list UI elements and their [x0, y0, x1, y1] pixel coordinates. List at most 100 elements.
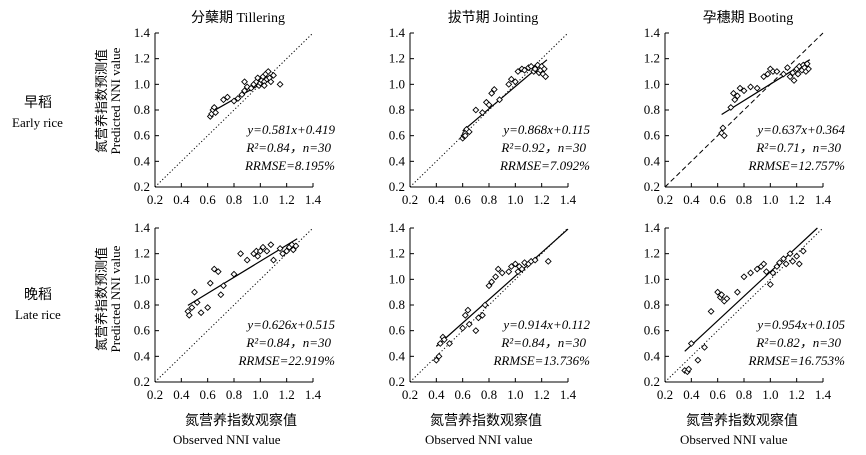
y-tick-label: 0.6 [389, 323, 406, 338]
x-tick-label: 0.2 [402, 192, 418, 207]
rrmse-label: RRMSE=22.919% [237, 353, 335, 368]
data-point [270, 71, 277, 79]
x-tick-label: 0.6 [710, 192, 727, 207]
x-tick-label: 1.4 [305, 192, 322, 207]
y-tick-label: 0.6 [644, 128, 661, 143]
data-point [507, 263, 515, 270]
data-point [247, 84, 255, 92]
x-tick-label: 0.4 [683, 192, 700, 207]
data-point [720, 132, 728, 140]
rrmse-label: RRMSE=12.757% [747, 158, 845, 173]
y-tick-label: 0.8 [389, 297, 405, 312]
rrmse-label: RRMSE=13.736% [492, 353, 590, 368]
x-tick-label: 1.2 [789, 192, 805, 207]
data-point [701, 343, 708, 351]
data-point [773, 68, 781, 75]
panel-tillering-late: 0.20.2 0.4 0.4 0.6 0.6 0.8 0.8 1.0 1.0 1.2 1.2 1.4 1… [134, 220, 336, 402]
x-tick-label: 1.2 [789, 387, 805, 402]
data-point [436, 340, 444, 347]
data-point [694, 356, 702, 364]
x-tick-label: 0.4 [428, 387, 445, 402]
data-point [267, 241, 275, 249]
data-point [256, 247, 264, 255]
data-point [191, 288, 198, 296]
xlabel-en-col2: Observed NNI value [425, 432, 533, 447]
y-tick-label: 0.4 [644, 348, 661, 363]
rrmse-label: RRMSE=7.092% [499, 158, 590, 173]
r2-label: R²=0.71，n=30 [755, 140, 841, 155]
data-point [805, 65, 812, 73]
data-point [446, 340, 453, 347]
x-tick-label: 0.4 [173, 387, 190, 402]
y-tick-label: 1.4 [134, 25, 151, 40]
xlabel-zh-col2: 氮营养指数观察值 [430, 414, 542, 429]
data-point [790, 77, 798, 84]
data-point [279, 250, 287, 258]
y-tick-label: 1.0 [134, 271, 150, 286]
x-tick-label: 1.4 [305, 387, 322, 402]
y-tick-label: 1.4 [644, 25, 661, 40]
data-point [292, 242, 300, 250]
x-tick-label: 1.0 [507, 192, 523, 207]
rrmse-label: RRMSE=8.195% [244, 158, 335, 173]
y-tick-label: 0.4 [389, 348, 406, 363]
x-tick-label: 0.6 [455, 192, 472, 207]
panel-jointing-early: 0.20.2 0.4 0.4 0.6 0.6 0.8 0.8 1.0 1.0 1.2 1.2 1.4 1… [389, 10, 591, 207]
data-point [782, 260, 790, 268]
x-tick-label: 0.4 [428, 192, 445, 207]
data-point [243, 256, 251, 264]
x-tick-label: 1.0 [252, 387, 268, 402]
xlabel-en-col3: Observed NNI value [680, 432, 788, 447]
data-point [488, 278, 496, 286]
x-tick-label: 0.8 [226, 192, 242, 207]
y-tick-label: 1.4 [389, 220, 406, 235]
data-point [276, 245, 284, 252]
x-tick-label: 1.2 [534, 387, 550, 402]
data-point [799, 247, 807, 255]
data-point [220, 282, 227, 290]
data-point [789, 69, 797, 77]
data-point [270, 256, 277, 264]
ylabel-zh-row2: 氮营养指数预测值 [94, 247, 109, 352]
data-point [472, 106, 480, 114]
data-point [206, 279, 214, 287]
data-point [254, 252, 262, 260]
data-point [475, 314, 482, 322]
data-point [214, 268, 222, 276]
data-point [465, 320, 473, 328]
data-point [730, 89, 737, 97]
data-point [494, 265, 502, 273]
data-point [507, 75, 515, 83]
data-point [217, 291, 225, 299]
x-tick-label: 1.4 [815, 192, 832, 207]
data-point [259, 243, 267, 251]
data-point [518, 265, 526, 273]
x-tick-label: 1.4 [560, 387, 577, 402]
data-point [687, 340, 695, 347]
x-tick-label: 1.0 [507, 387, 523, 402]
ylabel-zh-row1: 氮营养指数预测值 [94, 49, 109, 154]
data-point [276, 80, 284, 88]
x-tick-label: 1.2 [279, 192, 295, 207]
x-tick-label: 1.2 [279, 387, 295, 402]
data-point [723, 295, 731, 303]
data-point [762, 268, 770, 276]
data-point [527, 62, 535, 70]
y-tick-label: 1.2 [644, 246, 660, 261]
data-point [776, 259, 783, 267]
y-tick-label: 1.0 [389, 271, 405, 286]
y-tick-label: 0.8 [644, 102, 660, 117]
data-point [223, 93, 231, 101]
data-point [793, 252, 801, 260]
data-point [481, 301, 489, 309]
panel-title: 分蘖期 Tillering [191, 10, 285, 26]
data-point [736, 84, 744, 92]
data-point [197, 309, 205, 317]
data-point [740, 87, 748, 95]
y-tick-label: 1.4 [644, 220, 661, 235]
y-tick-label: 1.4 [389, 25, 406, 40]
data-point [440, 336, 448, 344]
y-tick-label: 0.4 [644, 153, 661, 168]
x-tick-label: 0.8 [481, 387, 497, 402]
y-tick-label: 1.0 [134, 76, 150, 91]
